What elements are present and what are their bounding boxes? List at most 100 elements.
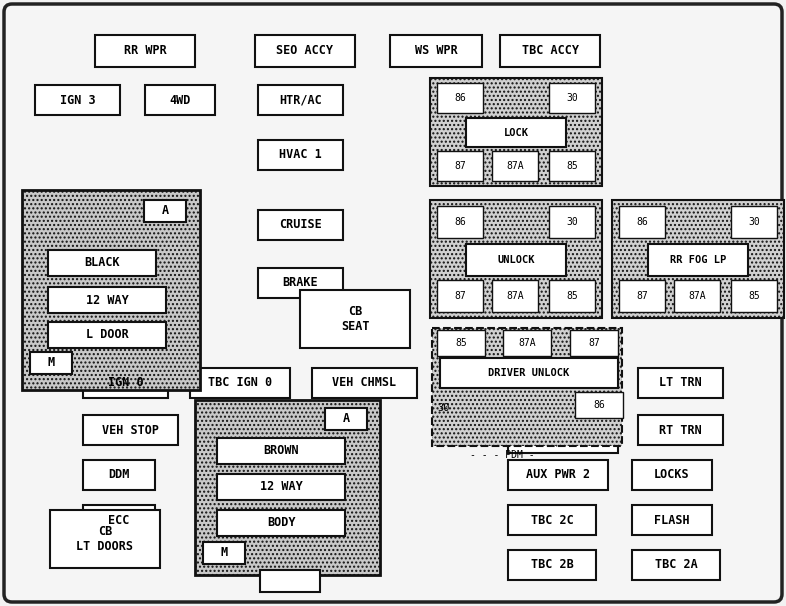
Bar [35, 85, 120, 115]
Bar [95, 35, 195, 67]
Text: TBC ACCY: TBC ACCY [521, 44, 578, 58]
Text: CB
SEAT: CB SEAT [341, 305, 369, 333]
Text: HVAC 1: HVAC 1 [279, 148, 322, 162]
Bar [83, 415, 178, 445]
Bar [619, 280, 665, 312]
Text: RT TRN: RT TRN [659, 424, 702, 436]
Bar [48, 287, 166, 313]
Text: 87: 87 [454, 291, 466, 301]
Text: ECC: ECC [108, 513, 130, 527]
Bar [549, 84, 595, 113]
Bar [549, 152, 595, 181]
Bar [731, 280, 777, 312]
Text: BLACK: BLACK [84, 256, 119, 270]
FancyBboxPatch shape [4, 4, 782, 602]
Text: 87A: 87A [518, 338, 536, 348]
Bar [260, 570, 320, 592]
Text: 12 WAY: 12 WAY [259, 481, 303, 493]
Bar [430, 200, 602, 318]
Text: LT TRN: LT TRN [659, 376, 702, 390]
Bar [432, 328, 622, 446]
Text: SEO ACCY: SEO ACCY [277, 44, 333, 58]
Bar [48, 322, 166, 348]
Bar [638, 368, 723, 398]
Bar [575, 392, 623, 418]
Text: 30: 30 [566, 217, 578, 227]
Text: BODY: BODY [266, 516, 296, 530]
Bar [390, 35, 482, 67]
Text: 87: 87 [636, 291, 648, 301]
Bar [83, 460, 155, 490]
Text: VEH CHMSL: VEH CHMSL [332, 376, 397, 390]
Text: 85: 85 [566, 161, 578, 171]
Bar [217, 510, 345, 536]
Text: TBC 2B: TBC 2B [531, 559, 573, 571]
Bar [570, 330, 618, 356]
Text: A: A [343, 413, 350, 425]
Text: CRUISE: CRUISE [279, 219, 322, 231]
Text: WS WPR: WS WPR [415, 44, 457, 58]
Bar [30, 352, 72, 374]
Bar [648, 244, 748, 276]
Bar [203, 542, 245, 564]
Bar [508, 415, 618, 453]
Bar [508, 550, 596, 580]
Bar [632, 550, 720, 580]
Bar [217, 474, 345, 500]
Bar [83, 505, 155, 535]
Text: 85: 85 [748, 291, 760, 301]
Text: HTR/AC: HTR/AC [279, 93, 322, 107]
Bar [258, 140, 343, 170]
Bar [619, 206, 665, 238]
Text: TBC 2A: TBC 2A [655, 559, 697, 571]
Bar [549, 280, 595, 312]
Bar [437, 330, 485, 356]
Text: A: A [161, 204, 168, 218]
Text: 87: 87 [588, 338, 600, 348]
Text: CB
LT DOORS: CB LT DOORS [76, 525, 134, 553]
Bar [466, 244, 566, 276]
Text: 86: 86 [636, 217, 648, 227]
Text: 87: 87 [454, 161, 466, 171]
Bar [731, 206, 777, 238]
Bar [492, 152, 538, 181]
Text: LOCK: LOCK [504, 127, 528, 138]
Text: IGN 3: IGN 3 [60, 93, 95, 107]
Text: AUX PWR 2: AUX PWR 2 [526, 468, 590, 482]
Text: VEH STOP: VEH STOP [102, 424, 159, 436]
Text: 12 WAY: 12 WAY [86, 293, 128, 307]
Bar [430, 78, 602, 186]
Bar [508, 460, 608, 490]
Bar [612, 200, 784, 318]
Bar [508, 505, 596, 535]
Text: 87A: 87A [689, 291, 706, 301]
Bar [300, 290, 410, 348]
Text: 30: 30 [566, 93, 578, 103]
Bar [195, 400, 380, 575]
Bar [217, 438, 345, 464]
Text: M: M [47, 356, 54, 370]
Bar [258, 85, 343, 115]
Bar [255, 35, 355, 67]
Text: LOCKS: LOCKS [654, 468, 690, 482]
Text: 30: 30 [437, 403, 450, 413]
Text: RR WPR: RR WPR [123, 44, 167, 58]
Bar [144, 200, 186, 222]
Bar [500, 35, 600, 67]
Bar [503, 330, 551, 356]
Text: 86: 86 [593, 400, 605, 410]
Text: 86: 86 [454, 93, 466, 103]
Text: 87A: 87A [506, 161, 524, 171]
Text: 30: 30 [748, 217, 760, 227]
Text: 85: 85 [455, 338, 467, 348]
Bar [437, 84, 483, 113]
Text: RT TRLR
ST/TRN: RT TRLR ST/TRN [538, 420, 588, 448]
Bar [312, 368, 417, 398]
Text: RR FOG LP: RR FOG LP [670, 255, 726, 265]
Text: - - - PDM -: - - - PDM - [470, 450, 534, 460]
Text: TBC IGN 0: TBC IGN 0 [208, 376, 272, 390]
Text: 86: 86 [454, 217, 466, 227]
Bar [674, 280, 720, 312]
Bar [638, 415, 723, 445]
Bar [437, 280, 483, 312]
